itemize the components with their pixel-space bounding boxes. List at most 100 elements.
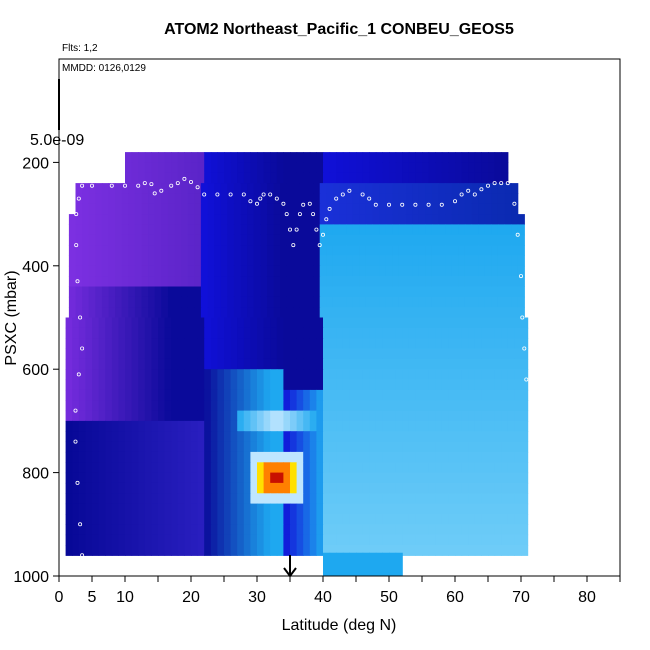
- heatmap-cell: [75, 234, 83, 246]
- heatmap-cell: [184, 348, 192, 360]
- heatmap-cell: [227, 255, 235, 267]
- heatmap-cell: [316, 338, 324, 350]
- heatmap-cell: [408, 358, 416, 370]
- track-point: [258, 196, 263, 201]
- heatmap-cell: [415, 431, 423, 443]
- heatmap-cell: [191, 503, 199, 515]
- heatmap-cell: [276, 317, 284, 329]
- heatmap-cell: [471, 224, 479, 236]
- heatmap-cell: [339, 183, 347, 194]
- heatmap-cell: [280, 296, 288, 308]
- heatmap-cell: [389, 338, 397, 350]
- heatmap-cell: [171, 379, 179, 391]
- heatmap-cell: [191, 317, 199, 329]
- heatmap-cell: [339, 245, 347, 256]
- heatmap-cell: [233, 193, 242, 205]
- heatmap-cell: [398, 245, 407, 256]
- heatmap-cell: [336, 431, 344, 443]
- heatmap-cell: [382, 493, 390, 505]
- heatmap-cell: [441, 379, 449, 391]
- heatmap-cell: [349, 441, 357, 453]
- heatmap-cell: [151, 410, 159, 422]
- heatmap-cell: [418, 193, 426, 205]
- heatmap-cell: [362, 338, 370, 350]
- heatmap-cell: [98, 534, 106, 546]
- heatmap-cell: [101, 307, 110, 319]
- heatmap-cell: [415, 379, 423, 391]
- heatmap-cell: [290, 514, 298, 525]
- heatmap-cell: [306, 265, 314, 277]
- heatmap-cell: [481, 338, 489, 350]
- heatmap-cell: [210, 338, 218, 350]
- track-point: [136, 183, 141, 188]
- heatmap-cell: [151, 524, 159, 536]
- heatmap-cell: [171, 327, 179, 339]
- heatmap-cell: [474, 524, 482, 536]
- heatmap-cell: [257, 327, 265, 339]
- heatmap-cell: [319, 193, 327, 205]
- heatmap-cell: [95, 183, 103, 194]
- heatmap-cell: [352, 255, 360, 267]
- heatmap-cell: [415, 369, 423, 381]
- heatmap-cell: [306, 276, 314, 287]
- heatmap-cell: [359, 245, 367, 256]
- heatmap-cell: [257, 420, 265, 432]
- heatmap-cell: [125, 172, 133, 184]
- heatmap-cell: [382, 552, 390, 576]
- heatmap-cell: [389, 358, 397, 370]
- heatmap-cell: [247, 183, 255, 194]
- heatmap-cell: [184, 545, 192, 556]
- heatmap-cell: [481, 503, 489, 515]
- heatmap-cell: [488, 545, 496, 556]
- heatmap-cell: [187, 255, 195, 267]
- heatmap-cell: [488, 162, 496, 174]
- heatmap-cell: [167, 255, 176, 267]
- heatmap-cell: [171, 172, 179, 184]
- heatmap-cell: [115, 296, 123, 308]
- heatmap-cell: [342, 379, 350, 391]
- heatmap-cell: [435, 545, 443, 556]
- heatmap-cell: [286, 224, 294, 236]
- heatmap-cell: [257, 410, 265, 422]
- heatmap-cell: [425, 265, 433, 277]
- heatmap-cell: [118, 441, 126, 453]
- heatmap-cell: [346, 224, 354, 236]
- heatmap-cell: [128, 224, 136, 236]
- heatmap-cell: [290, 441, 298, 453]
- heatmap-cell: [445, 203, 453, 215]
- heatmap-cell: [247, 193, 255, 205]
- heatmap-cell: [372, 245, 380, 256]
- heatmap-cell: [257, 462, 265, 474]
- heatmap-cell: [111, 410, 119, 422]
- heatmap-cell: [171, 534, 179, 546]
- heatmap-cell: [385, 255, 393, 267]
- heatmap-cell: [194, 203, 202, 215]
- heatmap-cell: [125, 493, 133, 505]
- heatmap-cell: [141, 214, 149, 225]
- heatmap-cell: [435, 338, 443, 350]
- heatmap-cell: [474, 410, 482, 422]
- heatmap-cell: [187, 193, 195, 205]
- heatmap-cell: [138, 172, 146, 184]
- heatmap-cell: [441, 162, 449, 174]
- heatmap-cell: [187, 224, 195, 236]
- heatmap-cell: [296, 472, 304, 484]
- track-point: [340, 192, 345, 197]
- heatmap-cell: [88, 286, 96, 298]
- heatmap-cell: [115, 307, 123, 319]
- heatmap-cell: [266, 307, 275, 319]
- heatmap-cell: [111, 493, 119, 505]
- heatmap-cell: [488, 389, 496, 401]
- heatmap-cell: [488, 338, 496, 350]
- heatmap-cell: [415, 545, 423, 556]
- heatmap-cell: [316, 410, 324, 422]
- heatmap-cell: [263, 338, 271, 350]
- heatmap-cell: [323, 472, 331, 484]
- heatmap-cell: [382, 545, 390, 556]
- heatmap-cell: [85, 327, 93, 339]
- heatmap-cell: [257, 317, 265, 329]
- heatmap-cell: [194, 307, 202, 319]
- heatmap-cell: [435, 379, 443, 391]
- heatmap-cell: [230, 400, 238, 412]
- heatmap-cell: [286, 307, 294, 319]
